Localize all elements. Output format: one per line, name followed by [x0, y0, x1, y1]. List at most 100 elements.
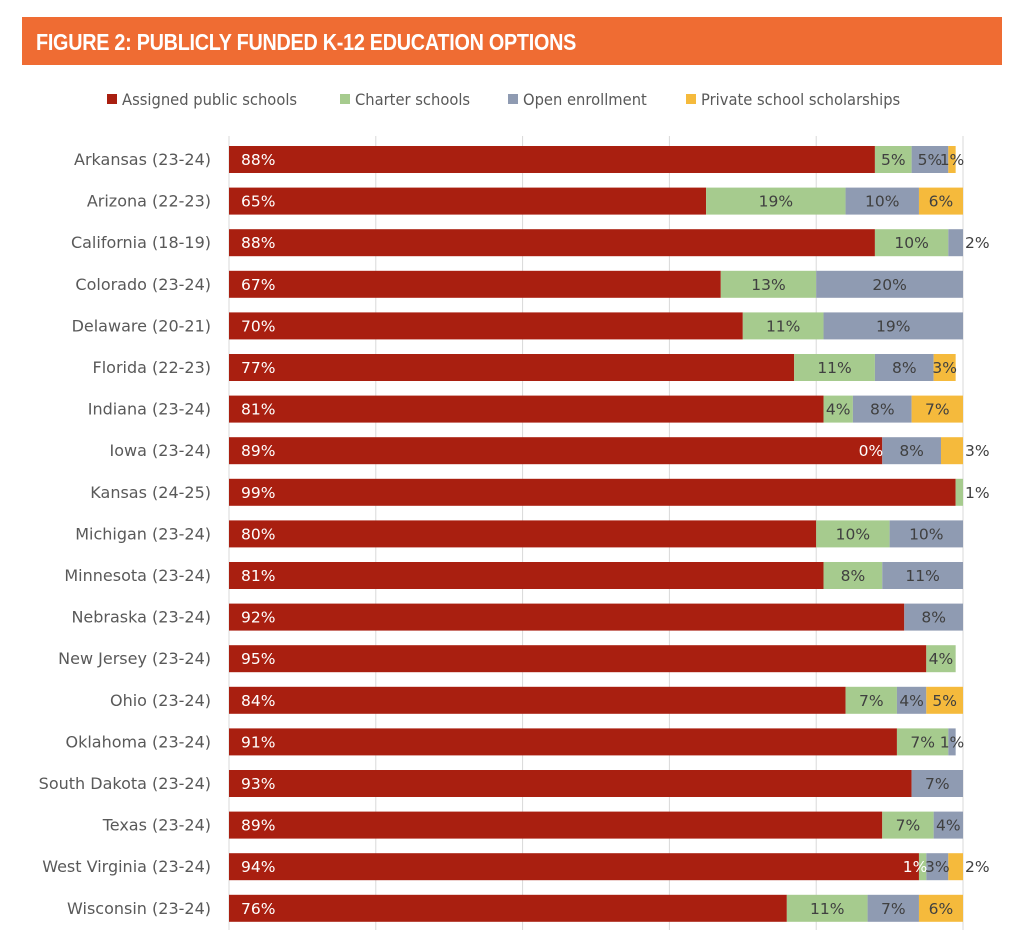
legend-item-private: Private school scholarships	[685, 90, 918, 109]
bar-segment-private	[911, 395, 963, 423]
legend-swatch-private	[685, 94, 696, 104]
bar-segment-assigned	[229, 894, 787, 922]
bar-segment-assigned	[229, 354, 795, 381]
bar-segment-charter	[874, 229, 949, 257]
category-label: Arkansas (23-24)	[74, 150, 211, 169]
data-label-open: 7%	[925, 775, 950, 793]
bar-segment-assigned	[229, 603, 905, 631]
bar-segment-charter	[706, 187, 846, 215]
bar-segment-assigned	[229, 146, 875, 173]
bar-segment-assigned	[229, 562, 824, 589]
data-label-open: 20%	[872, 276, 906, 294]
data-label-open: 3%	[925, 858, 950, 876]
bar-segment-private	[940, 437, 963, 465]
bar-segment-charter	[823, 562, 883, 589]
bar-segment-assigned	[229, 520, 817, 548]
bar-segment-open	[896, 686, 927, 714]
bar-segment-charter	[955, 478, 963, 506]
chart-legend: Assigned public schools Charter schools …	[0, 86, 1024, 112]
category-label: Kansas (24-25)	[90, 483, 211, 502]
data-label-assigned: 89%	[241, 817, 275, 835]
data-label-open: 8%	[899, 442, 924, 460]
data-label-charter: 5%	[881, 151, 906, 169]
bar-segment-assigned	[229, 478, 956, 506]
data-label-open: 4%	[899, 692, 924, 710]
category-label: Iowa (23-24)	[110, 441, 211, 460]
data-label-charter: 10%	[836, 525, 870, 543]
data-label-assigned: 95%	[241, 650, 275, 668]
data-label-charter: 13%	[751, 276, 785, 294]
bar-segment-open	[911, 770, 963, 797]
bar-segment-assigned	[229, 312, 743, 340]
data-label-open: 11%	[905, 567, 939, 585]
data-label-assigned: 84%	[241, 692, 275, 710]
data-label-open: 10%	[909, 525, 943, 543]
data-label-assigned: 65%	[241, 193, 275, 211]
legend-label-open: Open enrollment	[523, 89, 647, 109]
bar-segment-open	[874, 354, 934, 381]
bar-segment-private	[918, 894, 963, 922]
legend-swatch-open	[508, 94, 519, 104]
bar-segment-open	[889, 520, 963, 548]
bar-segment-open	[911, 146, 949, 173]
data-label-charter: 4%	[826, 401, 851, 419]
bar-segment-assigned	[229, 270, 721, 298]
data-label-assigned: 80%	[241, 525, 275, 543]
legend-swatch-charter	[340, 94, 351, 104]
category-label: Colorado (23-24)	[75, 275, 211, 294]
legend-item-charter: Charter schools	[340, 90, 480, 109]
data-label-assigned: 99%	[241, 484, 275, 502]
bar-segment-private	[926, 686, 963, 714]
category-label: Nebraska (23-24)	[71, 608, 211, 627]
bar-segment-private	[933, 354, 956, 381]
category-label: South Dakota (23-24)	[39, 774, 211, 793]
bar-segment-open	[852, 395, 912, 423]
data-label-open: 10%	[865, 193, 899, 211]
legend-label-assigned: Assigned public schools	[121, 89, 297, 109]
category-label: Ohio (23-24)	[110, 691, 211, 710]
data-label-assigned: 67%	[241, 276, 275, 294]
bar-segment-open	[867, 894, 919, 922]
data-label-private: 3%	[932, 359, 957, 377]
data-label-charter: 0%	[859, 442, 884, 460]
data-label-charter: 1%	[903, 858, 928, 876]
data-label-charter: 10%	[894, 234, 928, 252]
data-label-open: 8%	[892, 359, 917, 377]
bar-segment-assigned	[229, 853, 919, 881]
bar-segment-open	[904, 603, 963, 631]
bar-segment-open	[882, 437, 941, 465]
data-label-assigned: 93%	[241, 775, 275, 793]
data-label-open: 19%	[876, 317, 910, 335]
data-label-charter: 11%	[817, 359, 851, 377]
bar-segment-assigned	[229, 770, 912, 797]
bar-segment-charter	[918, 853, 927, 881]
data-label-charter: 19%	[759, 193, 793, 211]
data-label-assigned: 92%	[241, 609, 275, 627]
data-label-assigned: 88%	[241, 234, 275, 252]
bar-segment-open	[933, 811, 963, 839]
bar-segment-private	[948, 146, 956, 173]
category-label: Wisconsin (23-24)	[67, 899, 211, 918]
data-label-charter: 4%	[929, 650, 954, 668]
bar-segment-assigned	[229, 645, 927, 673]
data-label-assigned: 76%	[241, 900, 275, 918]
data-label-open: 4%	[936, 817, 961, 835]
bar-segment-private	[918, 187, 963, 215]
data-label-private: 5%	[932, 692, 957, 710]
category-label: Michigan (23-24)	[75, 524, 211, 543]
data-label-assigned: 81%	[241, 567, 275, 585]
data-label-assigned: 88%	[241, 151, 275, 169]
category-label: Arizona (22-23)	[87, 192, 211, 211]
bar-segment-open	[816, 270, 963, 298]
data-label-charter: 11%	[810, 900, 844, 918]
bar-segment-charter	[874, 146, 912, 173]
data-label-open: 8%	[870, 401, 895, 419]
bar-segment-charter	[786, 894, 868, 922]
bar-segment-charter	[816, 520, 890, 548]
category-label: Minnesota (23-24)	[64, 566, 211, 585]
bar-segment-open	[948, 728, 956, 756]
figure-header: FIGURE 2: PUBLICLY FUNDED K-12 EDUCATION…	[22, 17, 1002, 65]
bar-segment-charter	[794, 354, 875, 381]
data-label-assigned: 77%	[241, 359, 275, 377]
